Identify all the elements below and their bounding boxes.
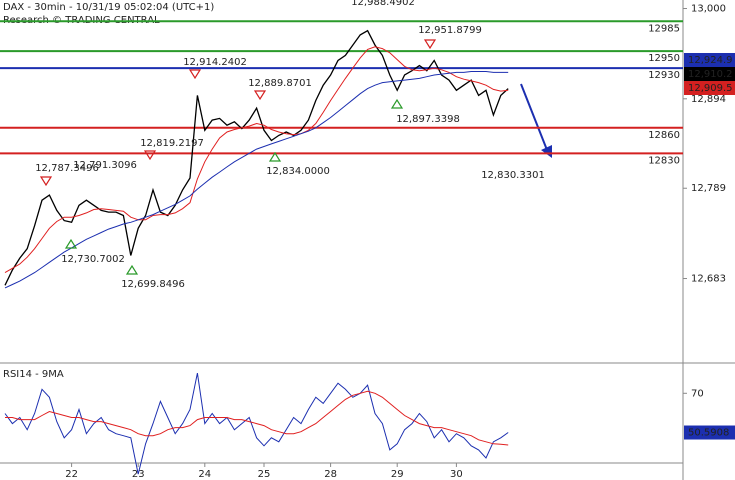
price-tag bbox=[684, 53, 735, 67]
x-tick-label: 24 bbox=[198, 469, 211, 480]
price-annotation: 12,988.4902 bbox=[351, 0, 415, 8]
level-label: 12860 bbox=[648, 130, 680, 141]
price-annotation: 12,889.8701 bbox=[248, 78, 312, 89]
price-annotation: 12,699.8496 bbox=[121, 279, 185, 290]
low-marker bbox=[64, 238, 78, 249]
series-line bbox=[4, 71, 509, 289]
low-marker bbox=[268, 151, 282, 162]
price-annotation: 12,914.2402 bbox=[183, 57, 247, 68]
rsi-tag-label: 50.5908 bbox=[688, 428, 729, 439]
price-tag-label: 12,910.2 bbox=[688, 69, 733, 80]
price-tag bbox=[684, 67, 735, 81]
high-marker bbox=[143, 150, 157, 161]
x-tick-label: 22 bbox=[65, 469, 78, 480]
forecast-arrow-head bbox=[541, 145, 552, 158]
price-tag bbox=[684, 81, 735, 95]
forecast-arrow bbox=[520, 83, 548, 151]
price-annotation: 12,791.3096 bbox=[73, 160, 137, 171]
price-annotation: 12,834.0000 bbox=[266, 166, 330, 177]
rsi-title: RSI14 - 9MA bbox=[3, 369, 64, 380]
y-tick-label: 12,683 bbox=[691, 274, 726, 285]
series-line bbox=[4, 46, 509, 274]
x-tick-label: 29 bbox=[391, 469, 404, 480]
level-label: 12985 bbox=[648, 23, 680, 34]
x-tick-label: 25 bbox=[258, 469, 271, 480]
low-marker bbox=[125, 264, 139, 275]
series-line bbox=[4, 29, 509, 286]
level-label: 12950 bbox=[648, 53, 680, 64]
price-tag-label: 12,909.5 bbox=[688, 83, 733, 94]
price-annotation: 12,830.3301 bbox=[481, 170, 545, 181]
y-tick-label: 70 bbox=[691, 388, 704, 399]
price-annotation: 12,819.2197 bbox=[140, 138, 204, 149]
y-tick-label: 12,894 bbox=[691, 94, 726, 105]
x-tick-label: 30 bbox=[450, 469, 463, 480]
level-label: 12830 bbox=[648, 155, 680, 166]
y-tick-label: 13,000 bbox=[691, 4, 726, 15]
high-marker bbox=[423, 39, 437, 50]
y-tick-label: 12,789 bbox=[691, 183, 726, 194]
high-marker bbox=[253, 90, 267, 101]
chart-title: DAX - 30min - 10/31/19 05:02:04 (UTC+1) bbox=[3, 2, 214, 13]
price-annotation: 12,787.3496 bbox=[35, 163, 99, 174]
price-annotation: 12,730.7002 bbox=[61, 254, 125, 265]
price-annotation: 12,951.8799 bbox=[418, 25, 482, 36]
rsi-tag bbox=[684, 425, 735, 440]
high-marker bbox=[39, 176, 53, 187]
price-annotation: 12,897.3398 bbox=[396, 114, 460, 125]
low-marker bbox=[390, 98, 404, 109]
series-line bbox=[4, 373, 509, 475]
price-tag-label: 12,924.9 bbox=[688, 55, 733, 66]
series-line bbox=[5, 390, 509, 446]
high-marker bbox=[188, 69, 202, 80]
level-label: 12930 bbox=[648, 70, 680, 81]
x-tick-label: 28 bbox=[324, 469, 337, 480]
x-tick-label: 23 bbox=[132, 469, 145, 480]
